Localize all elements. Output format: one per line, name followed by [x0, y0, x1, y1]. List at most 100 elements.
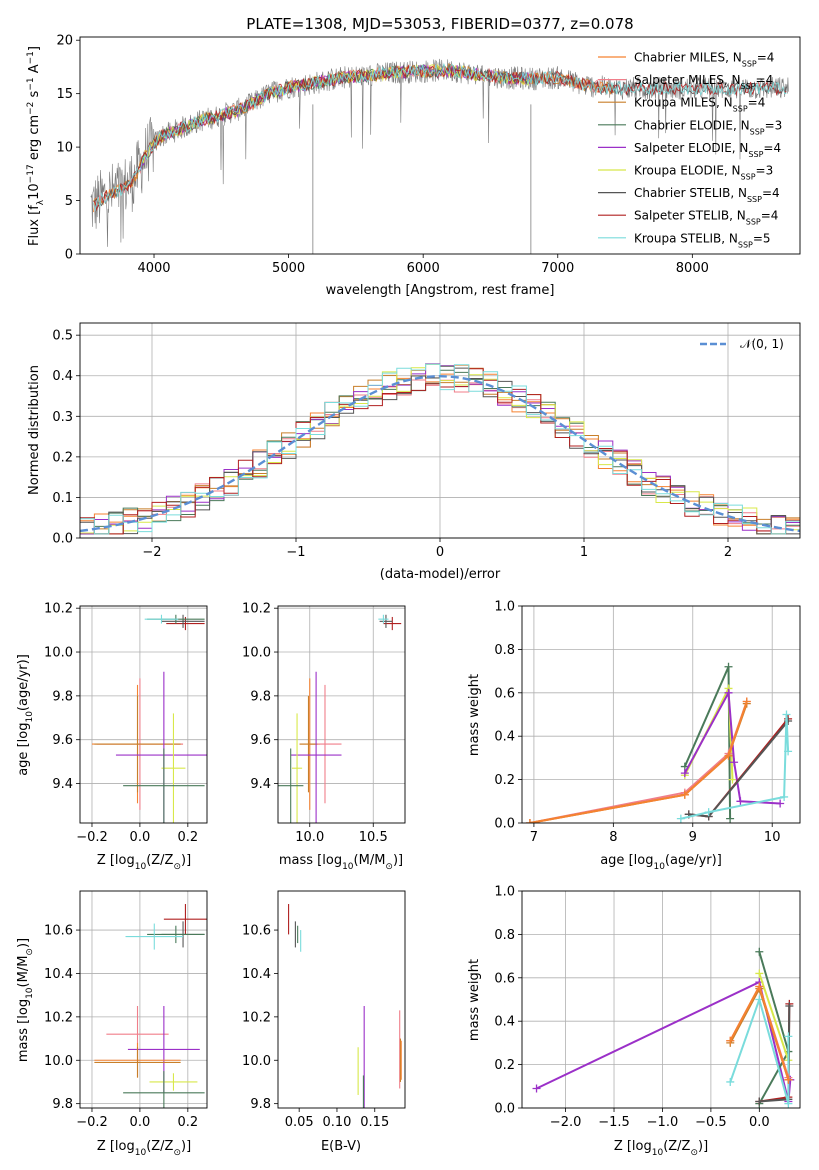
- histogram-xtick-label: 0: [436, 545, 444, 560]
- weight-vs-z-ytick-label: 1.0: [494, 885, 515, 900]
- legend-label-part: Kroupa ELODIE, N: [634, 164, 741, 178]
- spectrum-xtick-label: 4000: [137, 261, 170, 276]
- age-vs-z-ylabel: age [log10(age/yr)]: [16, 654, 35, 776]
- weight-vs-age-marker-2: [680, 769, 689, 778]
- weight-vs-z-xlabel-part: (Z/Z: [663, 1139, 690, 1154]
- weight-vs-age-xtick-label: 10: [764, 830, 781, 845]
- age-vs-z-ytick-label: 10.0: [44, 646, 73, 661]
- age-vs-mass-xtick-label: 10.5: [359, 830, 388, 845]
- weight-vs-age-series-0: [683, 666, 732, 819]
- age-vs-mass-axes: 10.0 10.5 9.4 9.6 9.8 10.0 10.2: [242, 602, 405, 845]
- weight-vs-age-ylabel: mass weight: [467, 674, 482, 756]
- legend-label-part: =4: [756, 73, 774, 87]
- legend-label-part: Chabrier STELIB, N: [634, 186, 747, 200]
- legend-label-1: Salpeter MILES, NSSP=4: [634, 73, 773, 91]
- age-vs-z-xtick-label: 0.2: [177, 830, 198, 845]
- legend-label-part: Chabrier ELODIE, N: [634, 118, 750, 132]
- legend-label-part: =3: [765, 118, 783, 132]
- weight-vs-z-xlabel: Z [log10(Z/Z⊙)]: [614, 1139, 708, 1158]
- legend-label-part: =4: [762, 186, 780, 200]
- legend-label-part: SSP: [741, 172, 756, 181]
- spectrum-ylabel-part: −2: [26, 102, 36, 115]
- age-vs-mass-xtick-label: 10.0: [295, 830, 324, 845]
- legend-label-part: Kroupa STELIB, N: [634, 231, 738, 245]
- age-vs-z-xlabel-part: (Z/Z: [146, 853, 173, 868]
- spectrum-ylabel-part: ]: [27, 46, 42, 51]
- histogram-ytick-label: 0.1: [52, 491, 73, 506]
- mass-vs-z-ylabel-part: mass [log: [16, 999, 31, 1062]
- weight-vs-z-marker-8: [726, 1036, 735, 1045]
- weight-vs-age-ytick-label: 0.8: [494, 643, 515, 658]
- legend-label-part: =4: [748, 96, 766, 110]
- mass-vs-z-xtick-label: 0.2: [177, 1115, 198, 1130]
- age-vs-mass-ytick-label: 9.6: [250, 733, 271, 748]
- legend-label-part: SSP: [750, 127, 765, 136]
- weight-vs-z-xlabel-part: )]: [698, 1139, 708, 1154]
- weight-vs-age-marker-2: [724, 688, 733, 697]
- spectrum-model-0: [93, 64, 614, 213]
- mass-vs-ebv-xlabel: E(B-V): [321, 1139, 361, 1154]
- histogram-ytick-label: 0.4: [52, 369, 73, 384]
- mass-vs-ebv-ytick-label: 9.8: [250, 1097, 271, 1112]
- age-vs-mass-ytick-label: 9.8: [250, 689, 271, 704]
- age-vs-mass-xlabel-part: )]: [393, 853, 403, 868]
- legend-label-4: Salpeter ELODIE, NSSP=4: [634, 141, 781, 159]
- spectrum-xtick-label: 8000: [676, 261, 709, 276]
- legend-label-3: Chabrier ELODIE, NSSP=3: [634, 118, 782, 136]
- weight-vs-age-marker-2: [776, 799, 785, 808]
- age-vs-z-xtick-label: 0.0: [130, 830, 151, 845]
- weight-vs-z-frame: [521, 890, 801, 1109]
- weight-vs-age-xtick-label: 8: [609, 830, 617, 845]
- weight-vs-z-ytick-label: 0.4: [494, 1015, 515, 1030]
- legend-label-part: SSP: [741, 82, 756, 91]
- spectrum-ylabel-part: Flux [f: [27, 205, 42, 246]
- age-vs-z-ylabel-part: age [log: [16, 723, 31, 776]
- histogram-xtick-label: 1: [580, 545, 588, 560]
- spectrum-ylabel-part: s: [27, 90, 42, 101]
- spectrum-ylabel-part: −17: [26, 164, 36, 183]
- weight-vs-z-marker-4: [755, 1097, 764, 1106]
- spectrum-model-8: [93, 62, 787, 211]
- weight-vs-z-xtick-label: −1.5: [598, 1115, 630, 1130]
- histogram-ytick-label: 0.0: [52, 532, 73, 547]
- weight-vs-z-ytick-label: 0.0: [494, 1102, 515, 1117]
- histogram-xtick-label: −2: [142, 545, 161, 560]
- legend-label-part: Salpeter STELIB, N: [634, 209, 746, 223]
- legend-label-part: =5: [753, 231, 771, 245]
- weight-vs-age-xlabel-part: age [log: [600, 853, 653, 868]
- histogram-gaussian-curve: [80, 374, 800, 533]
- weight-vs-z-marker-1: [755, 947, 764, 956]
- histogram-axes: −2 −1 0 1 2 0.0 0.1 0.2 0.3 0.4 0.5: [52, 323, 800, 560]
- weight-vs-age-marker-8: [724, 751, 733, 760]
- legend-label-part: Kroupa MILES, N: [634, 96, 733, 110]
- mass-vs-z-ytick-label: 9.8: [52, 1097, 73, 1112]
- legend-label-8: Kroupa STELIB, NSSP=5: [634, 231, 771, 249]
- weight-vs-age-marker-5: [784, 747, 793, 756]
- mass-vs-ebv-xtick-label: 0.05: [285, 1115, 314, 1130]
- weight-vs-age-marker-8: [742, 697, 751, 706]
- mass-vs-z-frame: [79, 890, 208, 1109]
- legend-label-part: Salpeter ELODIE, N: [634, 141, 748, 155]
- histogram-legend-label: 𝒩(0, 1): [740, 337, 784, 351]
- legend-label-part: =3: [756, 164, 774, 178]
- weight-vs-z-marker-4: [785, 1002, 794, 1011]
- weight-vs-age-marker-5: [780, 792, 789, 801]
- age-vs-z-frame: [79, 605, 208, 824]
- weight-vs-z-xtick-label: −0.5: [695, 1115, 727, 1130]
- mass-vs-z-xtick-label: −0.2: [76, 1115, 108, 1130]
- spectrum-ytick-label: 20: [56, 34, 73, 49]
- age-vs-z-xlabel-part: Z [log: [97, 853, 135, 868]
- mass-vs-ebv-axes: 0.05 0.10 0.15 9.8 10.0 10.2 10.4 10.6: [242, 924, 389, 1130]
- legend-label-part: SSP: [746, 217, 761, 226]
- weight-vs-age-marker-8: [680, 790, 689, 799]
- weight-vs-z-axes: −2.0 −1.5 −1.0 −0.5 0.0 0.0 0.2 0.4 0.6 0.8 1.0: [494, 885, 800, 1130]
- mass-vs-z-xlabel-part: 10: [135, 1148, 147, 1158]
- legend-label-part: Chabrier MILES, N: [634, 51, 742, 65]
- legend-label-0: Chabrier MILES, NSSP=4: [634, 51, 774, 69]
- age-vs-z-ylabel-part: 10: [25, 711, 35, 723]
- age-vs-mass-ytick-label: 10.2: [242, 602, 271, 617]
- mass-vs-z-ylabel-part: 10: [25, 987, 35, 999]
- mass-vs-z-ytick-label: 10.4: [44, 967, 73, 982]
- age-vs-z-xlabel-part: )]: [181, 853, 191, 868]
- weight-vs-age-frame: [521, 605, 801, 824]
